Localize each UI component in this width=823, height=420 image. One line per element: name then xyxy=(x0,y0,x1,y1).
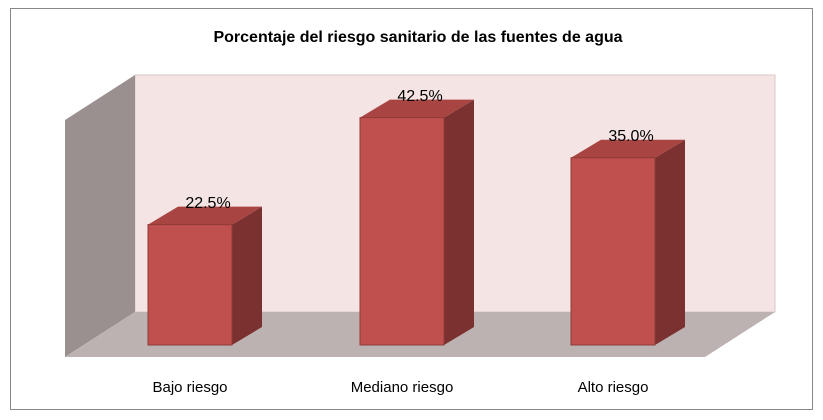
bar-top xyxy=(360,99,474,118)
bar-side xyxy=(444,99,474,345)
data-label: 22.5% xyxy=(185,195,230,212)
data-label: 42.5% xyxy=(397,88,442,105)
bar xyxy=(147,224,233,346)
x-tick-label: Alto riesgo xyxy=(578,379,649,396)
x-tick-label: Bajo riesgo xyxy=(152,379,227,396)
bar-top xyxy=(148,206,262,225)
side-wall xyxy=(65,75,135,357)
bar-top xyxy=(571,139,685,158)
x-tick-label: Mediano riesgo xyxy=(351,379,454,396)
bar xyxy=(570,157,656,346)
chart-title: Porcentaje del riesgo sanitario de las f… xyxy=(213,29,622,46)
bar xyxy=(359,117,445,346)
bar-side xyxy=(655,139,685,345)
data-label: 35.0% xyxy=(608,128,653,145)
bar-side xyxy=(232,206,262,345)
